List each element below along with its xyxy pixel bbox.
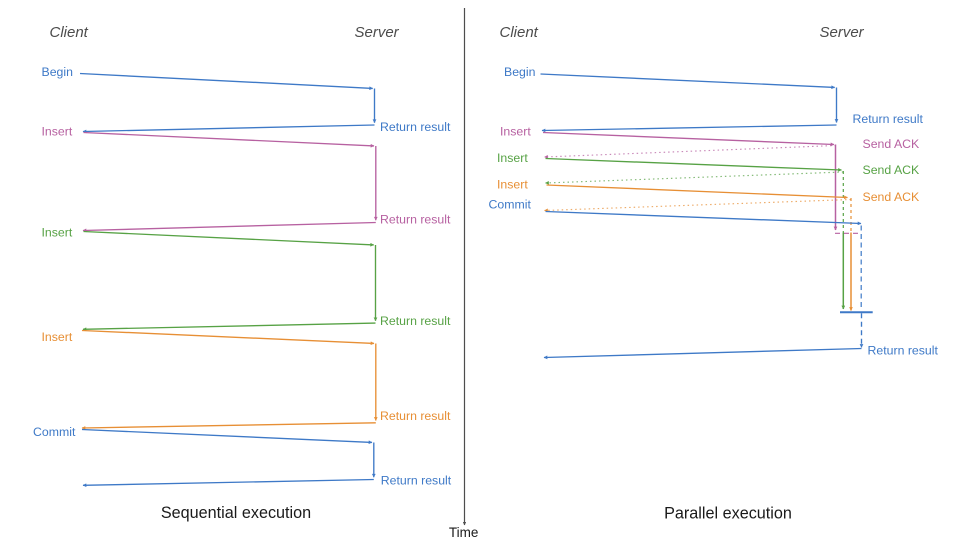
svg-text:Return result: Return result bbox=[853, 112, 924, 126]
svg-text:Server: Server bbox=[820, 24, 865, 41]
svg-text:Time: Time bbox=[449, 525, 479, 540]
svg-text:Begin: Begin bbox=[504, 65, 536, 79]
svg-text:Commit: Commit bbox=[33, 425, 76, 439]
svg-text:Send ACK: Send ACK bbox=[863, 190, 921, 204]
svg-text:Return result: Return result bbox=[380, 120, 451, 134]
svg-text:Insert: Insert bbox=[42, 330, 73, 344]
svg-text:Parallel execution: Parallel execution bbox=[664, 504, 792, 522]
svg-text:Return result: Return result bbox=[380, 314, 451, 328]
svg-text:Insert: Insert bbox=[42, 226, 73, 240]
svg-text:Client: Client bbox=[500, 24, 539, 41]
svg-text:Server: Server bbox=[355, 24, 400, 41]
svg-text:Send ACK: Send ACK bbox=[863, 163, 921, 177]
svg-text:Return result: Return result bbox=[380, 409, 451, 423]
svg-text:Commit: Commit bbox=[489, 198, 532, 212]
svg-text:Client: Client bbox=[50, 24, 89, 41]
svg-text:Insert: Insert bbox=[497, 178, 528, 192]
svg-text:Insert: Insert bbox=[42, 125, 73, 139]
svg-text:Return result: Return result bbox=[380, 212, 451, 226]
svg-text:Insert: Insert bbox=[497, 151, 528, 165]
svg-text:Begin: Begin bbox=[42, 65, 74, 79]
svg-text:Send ACK: Send ACK bbox=[863, 137, 921, 151]
svg-text:Return result: Return result bbox=[868, 344, 939, 358]
svg-text:Return result: Return result bbox=[381, 474, 452, 488]
svg-text:Insert: Insert bbox=[500, 125, 531, 139]
svg-text:Sequential execution: Sequential execution bbox=[161, 504, 311, 522]
